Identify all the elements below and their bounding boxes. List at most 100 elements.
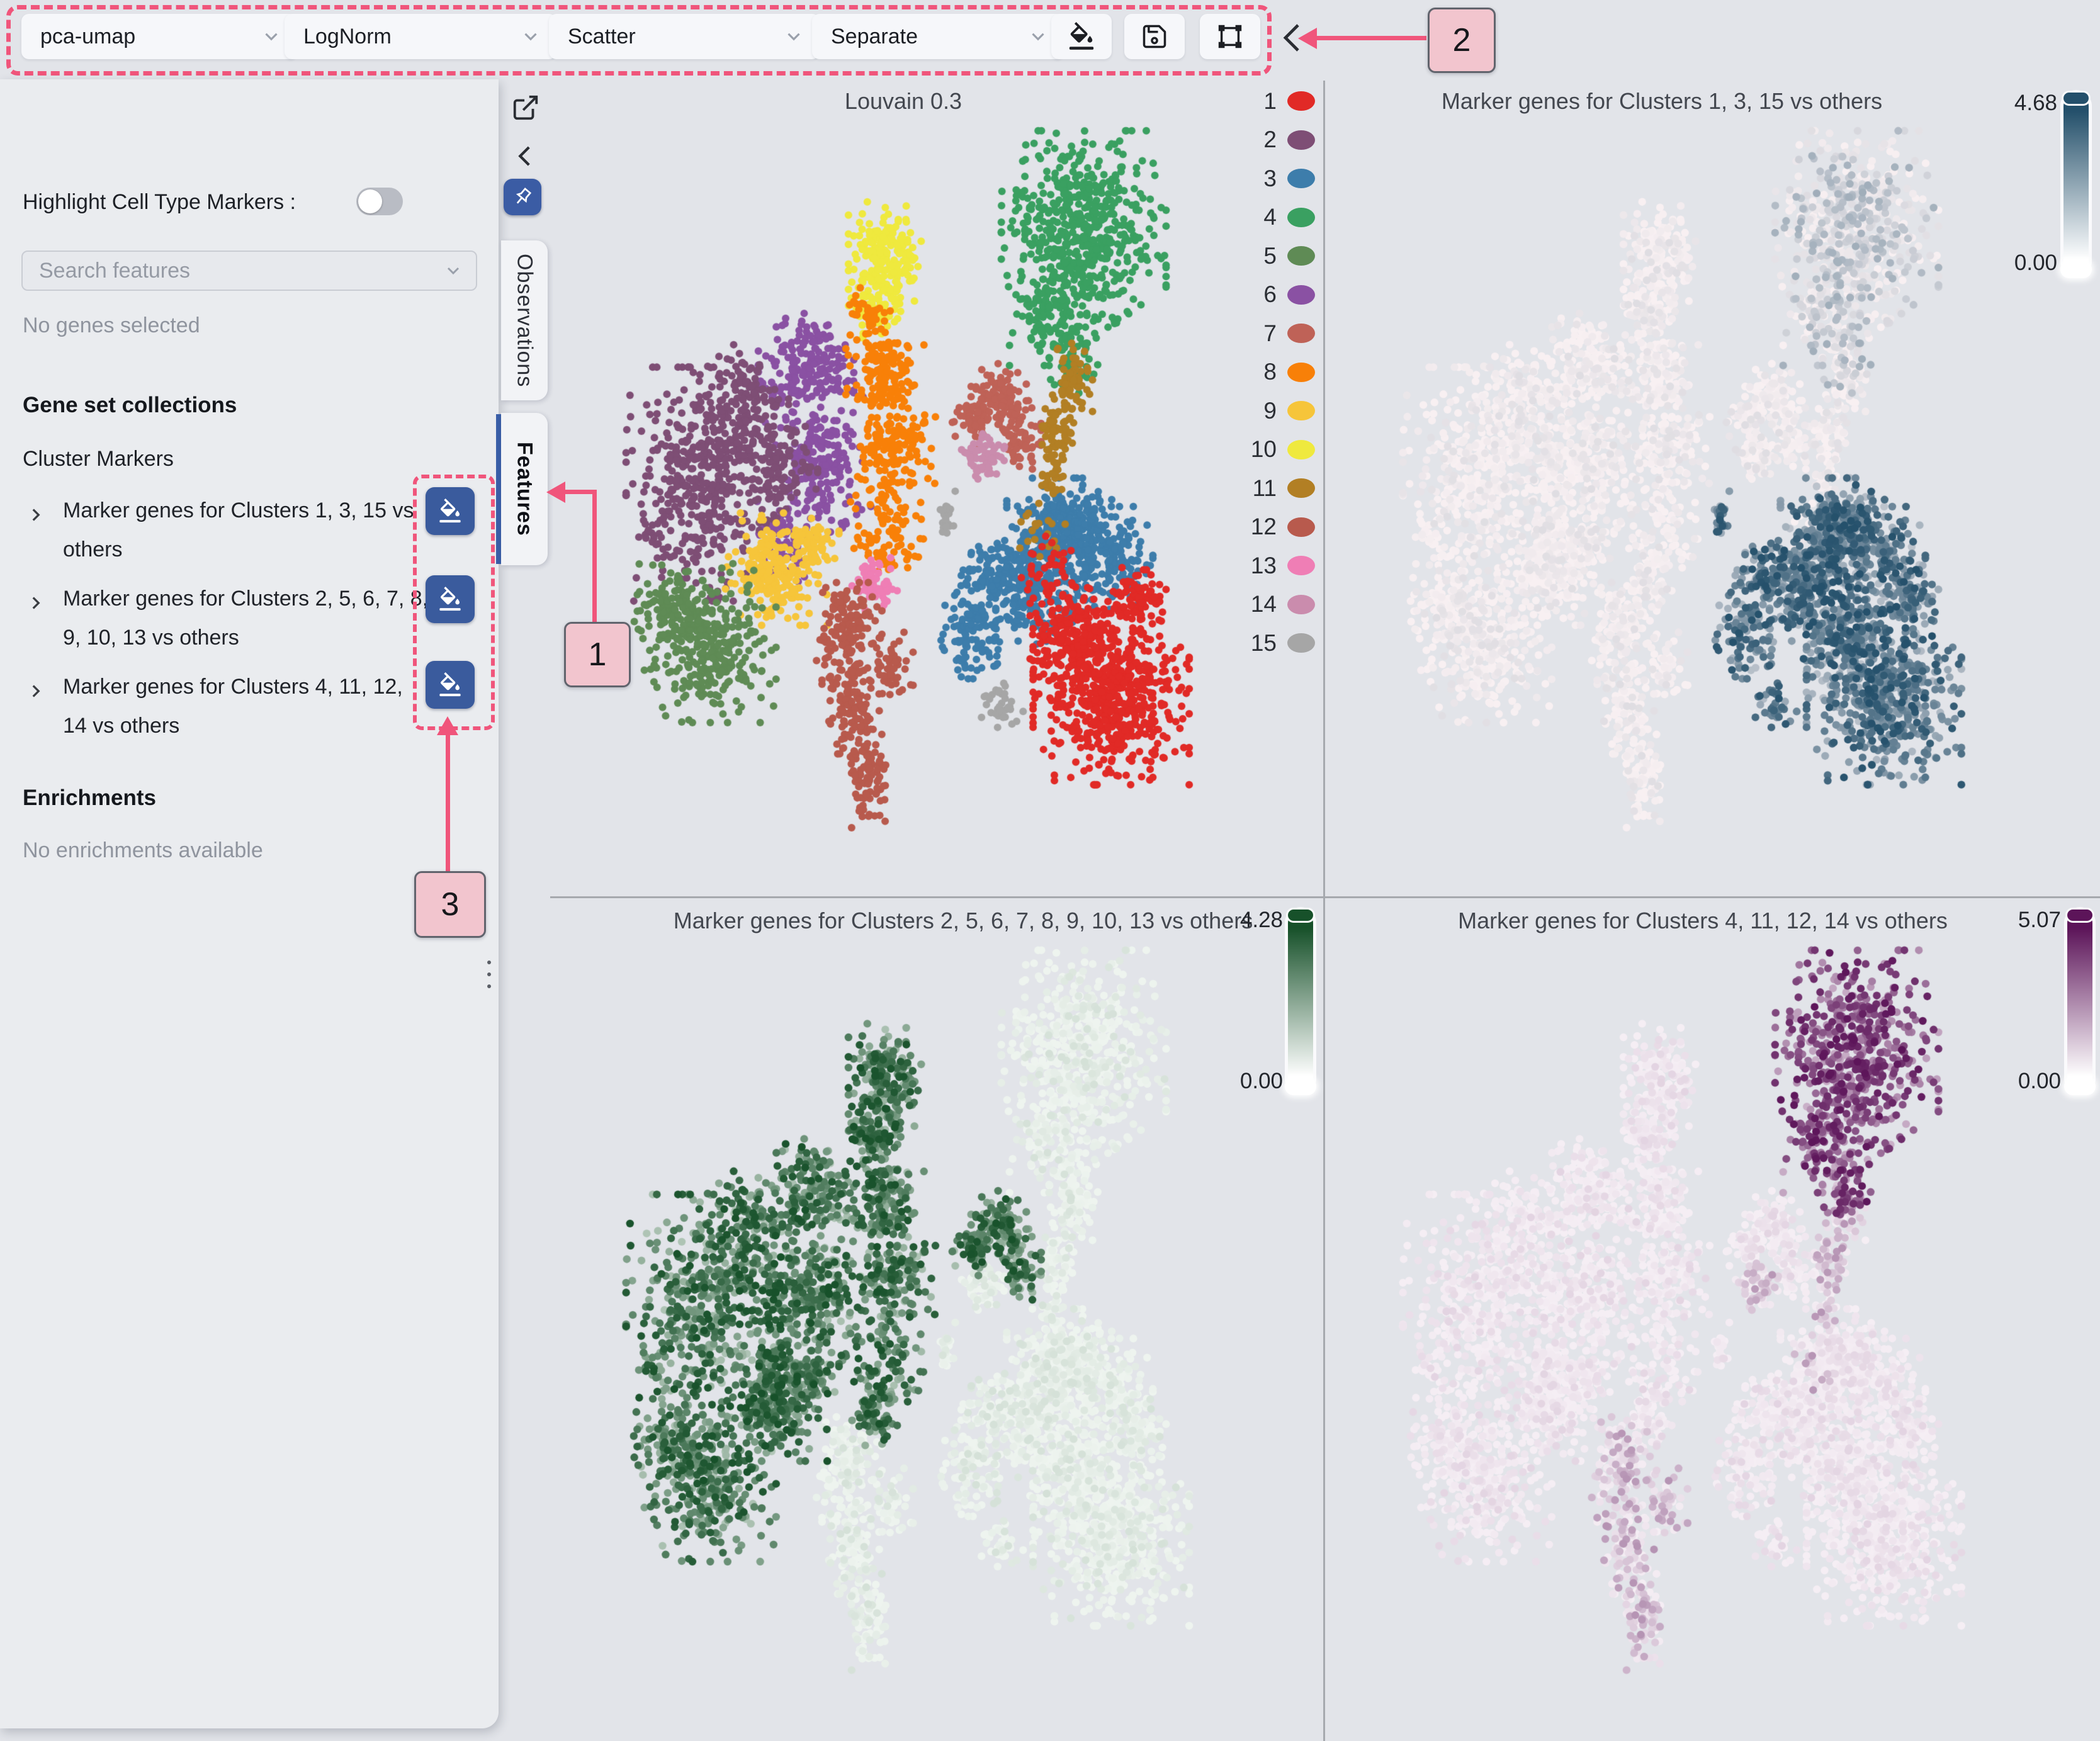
colorbar-panel-1 (2060, 91, 2092, 278)
legend-cluster-number: 6 (1263, 281, 1277, 308)
legend-row[interactable]: 4 (1231, 198, 1315, 237)
legend-row[interactable]: 11 (1231, 469, 1315, 508)
legend-row[interactable]: 5 (1231, 237, 1315, 276)
chevron-down-icon (261, 26, 282, 47)
marker-item-1-color-button[interactable] (426, 487, 475, 535)
legend-row[interactable]: 2 (1231, 121, 1315, 160)
toolbar-collapse-icon[interactable] (1278, 21, 1308, 54)
tab-observations[interactable]: Observations (501, 240, 548, 400)
features-sidebar-panel: Highlight Cell Type Markers : Search fea… (0, 79, 499, 1728)
no-enrichments-text: No enrichments available (23, 838, 263, 862)
legend-cluster-dot (1287, 246, 1315, 266)
normalization-dropdown[interactable]: LogNorm (285, 14, 556, 59)
annotation-badge-1-label: 1 (588, 636, 607, 673)
panel-title-markers-2-5-6-7-8-9-10-13: Marker genes for Clusters 2, 5, 6, 7, 8,… (673, 908, 1253, 933)
tab-features-label: Features (512, 442, 537, 536)
legend-cluster-number: 7 (1263, 320, 1277, 346)
legend-row[interactable]: 9 (1231, 392, 1315, 431)
colorbar-1-min-label: 0.00 (2014, 251, 2057, 275)
pin-panel-button[interactable] (504, 179, 541, 215)
tab-features[interactable]: Features (501, 413, 548, 565)
legend-cluster-number: 15 (1250, 629, 1277, 656)
legend-cluster-number: 8 (1263, 359, 1277, 385)
legend-row[interactable]: 7 (1231, 314, 1315, 353)
panel-title-markers-4-11-12-14: Marker genes for Clusters 4, 11, 12, 14 … (1458, 908, 1948, 933)
pin-icon (511, 186, 534, 208)
marker-item-2-color-button[interactable] (426, 575, 475, 623)
legend-cluster-dot (1287, 207, 1315, 227)
legend-row[interactable]: 6 (1231, 276, 1315, 315)
fill-color-icon (1067, 22, 1096, 51)
marker-item-2-label[interactable]: Marker genes for Clusters 2, 5, 6, 7, 8,… (63, 587, 429, 650)
legend-cluster-dot (1287, 517, 1315, 537)
panel-divider-vertical (1323, 81, 1325, 1741)
legend-row[interactable]: 8 (1231, 353, 1315, 392)
transform-icon (1216, 22, 1245, 51)
search-features-placeholder: Search features (39, 258, 191, 283)
chevron-down-icon (443, 261, 463, 281)
legend-cluster-number: 5 (1263, 242, 1277, 269)
legend-cluster-number: 11 (1252, 475, 1277, 501)
marker-item-1-label[interactable]: Marker genes for Clusters 1, 3, 15 vs ot… (63, 499, 414, 561)
transform-selection-button[interactable] (1200, 14, 1260, 59)
annotation-badge-2: 2 (1428, 8, 1496, 73)
expand-chevron-icon[interactable] (25, 679, 47, 704)
legend-cluster-dot (1287, 169, 1315, 189)
marker-item-3-color-button[interactable] (426, 661, 475, 709)
collapse-panel-icon[interactable] (512, 142, 539, 170)
legend-cluster-dot (1287, 478, 1315, 499)
legend-cluster-dot (1287, 130, 1315, 150)
chevron-down-icon (520, 26, 541, 47)
expand-chevron-icon[interactable] (25, 590, 47, 616)
colorbar-panel-3 (2064, 908, 2096, 1095)
expand-chevron-icon[interactable] (25, 502, 47, 527)
legend-cluster-dot (1287, 401, 1315, 421)
legend-row[interactable]: 1 (1231, 82, 1315, 121)
search-features-input[interactable]: Search features (21, 251, 477, 291)
open-external-icon[interactable] (511, 93, 540, 122)
chevron-down-icon (1027, 26, 1049, 47)
tab-observations-label: Observations (512, 253, 537, 388)
plot-type-dropdown-value: Scatter (568, 24, 636, 48)
legend-row[interactable]: 14 (1231, 585, 1315, 624)
highlight-markers-toggle[interactable] (356, 188, 403, 215)
fill-color-icon (438, 499, 463, 524)
tab-features-active-stripe (496, 414, 502, 564)
sidebar-resize-handle[interactable] (487, 961, 491, 988)
annotation-badge-3: 3 (414, 871, 486, 938)
annotation-arrow-1-line-v (592, 490, 597, 623)
legend-cluster-dot (1287, 91, 1315, 111)
annotation-badge-3-label: 3 (441, 886, 460, 923)
annotation-arrow-3-head (437, 716, 458, 735)
legend-row[interactable]: 13 (1231, 546, 1315, 585)
panel-title-markers-1-3-15: Marker genes for Clusters 1, 3, 15 vs ot… (1441, 88, 1883, 114)
fill-color-button[interactable] (1051, 14, 1112, 59)
legend-cluster-number: 13 (1250, 552, 1277, 578)
legend-row[interactable]: 12 (1231, 508, 1315, 547)
colorbar-1-max-label: 4.68 (2014, 91, 2057, 115)
annotation-arrow-2-line (1316, 36, 1426, 40)
gene-set-collections-heading: Gene set collections (23, 393, 237, 417)
marker-item-3-label[interactable]: Marker genes for Clusters 4, 11, 12, 14 … (63, 675, 403, 738)
fill-color-icon (438, 587, 463, 612)
legend-row[interactable]: 10 (1231, 431, 1315, 470)
save-button[interactable] (1124, 14, 1185, 59)
layout-mode-dropdown[interactable]: Separate (812, 14, 1064, 59)
embedding-dropdown[interactable]: pca-umap (21, 14, 297, 59)
annotation-arrow-1-head (546, 482, 565, 503)
embedding-dropdown-value: pca-umap (40, 24, 136, 48)
colorbar-3-min-label: 0.00 (2018, 1069, 2061, 1093)
legend-cluster-number: 9 (1263, 397, 1277, 424)
legend-cluster-dot (1287, 324, 1315, 344)
plot-type-dropdown[interactable]: Scatter (549, 14, 820, 59)
layout-mode-dropdown-value: Separate (831, 24, 918, 48)
legend-cluster-dot (1287, 594, 1315, 614)
legend-row[interactable]: 3 (1231, 159, 1315, 198)
annotation-arrow-2-head (1298, 28, 1317, 49)
colorbar-3-max-label: 5.07 (2018, 908, 2061, 932)
colorbar-2-min-label: 0.00 (1239, 1069, 1283, 1093)
legend-row[interactable]: 15 (1231, 624, 1315, 663)
legend-cluster-dot (1287, 633, 1315, 653)
legend-cluster-dot (1287, 362, 1315, 382)
